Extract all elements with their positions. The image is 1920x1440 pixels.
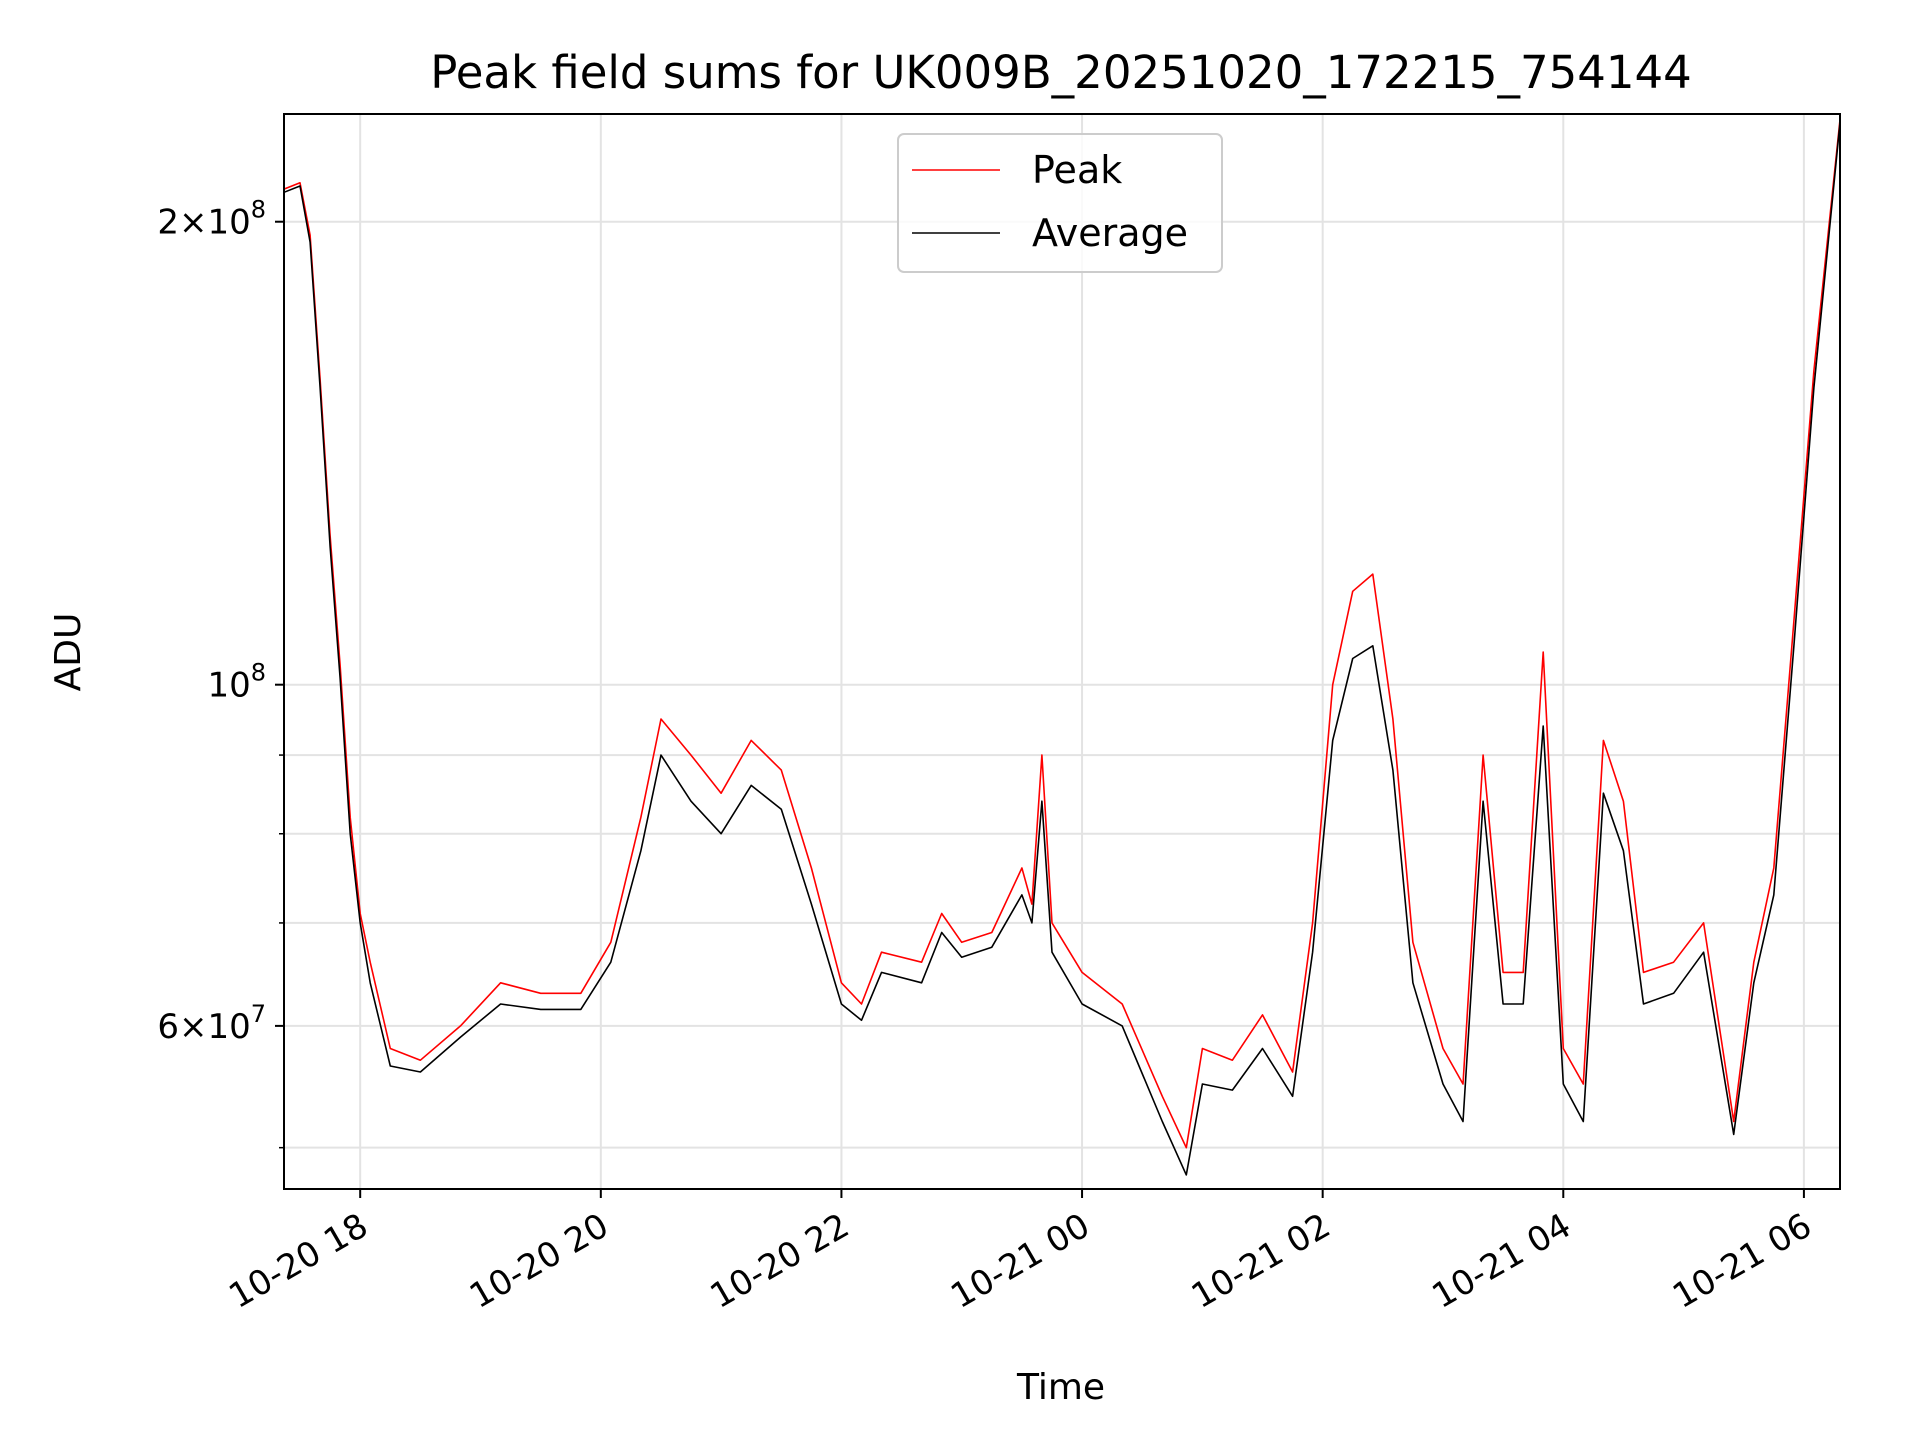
y-axis-ticks: 6×107 108 2×108: [157, 196, 284, 1149]
y-tick-label: 2×108: [157, 196, 266, 243]
series-layer: [284, 119, 1840, 1176]
legend-box: [897, 133, 1223, 273]
plot-frame: [283, 113, 1841, 1190]
chart-title: Peak field sums for UK009B_20251020_1722…: [430, 46, 1692, 99]
y-tick-label: 6×107: [157, 1000, 266, 1047]
y-axis-label: ADU: [48, 613, 89, 692]
legend: Peak Average: [897, 133, 1223, 273]
y-tick-label: 108: [207, 659, 266, 706]
series-line-peak: [284, 119, 1840, 1149]
x-axis-label: Time: [1016, 1367, 1105, 1408]
legend-label-peak: Peak: [1032, 148, 1122, 192]
series-line-average: [284, 122, 1840, 1176]
legend-label-average: Average: [1032, 211, 1188, 255]
